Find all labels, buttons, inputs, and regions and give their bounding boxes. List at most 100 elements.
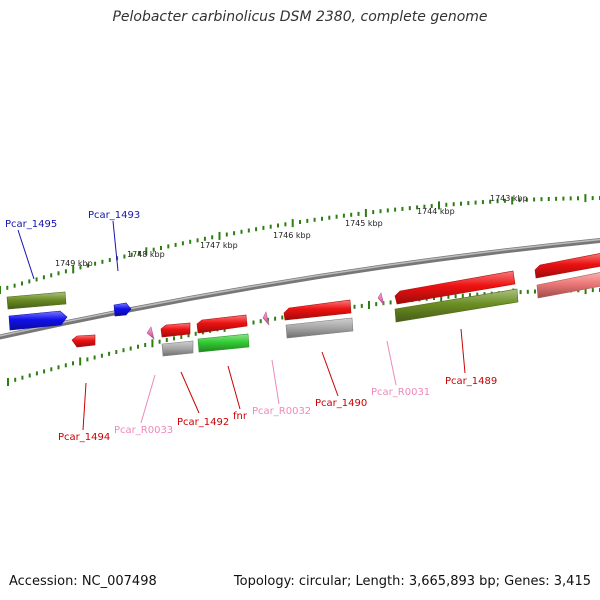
label-leader-line: [112, 220, 119, 272]
label-leader-line: [227, 365, 241, 410]
scale-tick-major: [584, 286, 587, 295]
scale-tick-minor: [160, 246, 162, 250]
gene-pcar-1488[interactable]: [534, 253, 600, 279]
scale-tick-minor: [181, 241, 184, 246]
scale-tick-minor: [328, 215, 331, 220]
scale-tick-minor: [115, 350, 118, 354]
gene-fnr[interactable]: [196, 314, 248, 334]
label-leader-line: [386, 340, 397, 386]
gene-pcar-1495[interactable]: [6, 291, 67, 310]
scale-tick-minor: [14, 377, 17, 382]
scale-tick-minor: [165, 338, 168, 342]
scale-tick-minor: [194, 331, 197, 336]
scale-tick-minor: [467, 201, 470, 206]
genome-summary: Topology: circular; Length: 3,665,893 bp…: [233, 574, 591, 589]
scale-tick-minor: [64, 269, 67, 274]
gene-pcar-1494[interactable]: [71, 334, 96, 348]
scale-tick-minor: [577, 196, 579, 201]
scale-tick-minor: [247, 228, 250, 233]
label-leader-line: [17, 229, 35, 280]
gene-label[interactable]: Pcar_1492: [177, 417, 229, 428]
scale-tick-minor: [28, 279, 31, 284]
scale-tick-minor: [123, 254, 126, 259]
gene-pcar-r0033[interactable]: [146, 326, 155, 340]
scale-tick-minor: [423, 204, 426, 209]
scale-label: 1743 kbp: [490, 194, 528, 203]
gene-pcar-1495[interactable]: [8, 310, 68, 331]
accession-text: Accession: NC_007498: [9, 574, 157, 589]
scale-tick-minor: [299, 220, 301, 224]
scale-tick-minor: [518, 198, 521, 203]
scale-tick-major: [511, 196, 514, 205]
scale-tick-minor: [152, 247, 155, 252]
scale-tick-minor: [408, 206, 411, 211]
scale-tick-major: [364, 209, 367, 217]
scale-tick-minor: [233, 231, 236, 236]
scale-tick-major: [79, 357, 82, 366]
scale-tick-minor: [189, 239, 192, 244]
scale-tick-minor: [64, 363, 67, 368]
scale-tick-minor: [540, 197, 543, 202]
scale-tick-minor: [130, 252, 133, 257]
gene-pcar-1492[interactable]: [160, 322, 191, 338]
scale-tick-minor: [281, 315, 284, 320]
scale-tick-minor: [360, 303, 363, 308]
scale-tick-minor: [21, 375, 24, 380]
scale-tick-minor: [452, 202, 455, 207]
gene-pcar-1490[interactable]: [285, 317, 354, 339]
gene-label[interactable]: Pcar_1489: [445, 376, 497, 387]
gene-label[interactable]: Pcar_R0033: [114, 425, 173, 436]
scale-tick-minor: [108, 258, 111, 262]
scale-tick-major: [218, 231, 221, 240]
gene-fnr[interactable]: [197, 333, 250, 353]
scale-tick-minor: [174, 242, 177, 247]
scale-tick-minor: [277, 223, 279, 228]
gene-pcar-1489[interactable]: [394, 288, 519, 323]
scale-tick-minor: [526, 289, 529, 294]
label-leader-lines: [17, 220, 466, 431]
scale-tick-minor: [335, 214, 338, 219]
gene-pcar-1489[interactable]: [394, 270, 516, 305]
scale-tick-minor: [394, 207, 397, 212]
gene-label[interactable]: Pcar_1494: [58, 432, 110, 443]
scale-tick-minor: [555, 196, 558, 201]
gene-pcar-r0032[interactable]: [262, 311, 270, 326]
scale-tick-minor: [525, 197, 528, 202]
gene-pcar-1492[interactable]: [161, 340, 194, 357]
gene-pcar-r0031[interactable]: [377, 292, 385, 306]
scale-tick-minor: [389, 300, 392, 305]
scale-tick-minor: [469, 293, 471, 298]
scale-tick-minor: [35, 277, 38, 282]
scale-label: 1745 kbp: [345, 219, 383, 228]
scale-tick-minor: [269, 224, 272, 229]
scale-tick-minor: [50, 367, 53, 372]
gene-label[interactable]: Pcar_1493: [88, 210, 140, 221]
scale-tick-minor: [489, 199, 492, 204]
scale-tick-minor: [225, 232, 228, 237]
scale-tick-minor: [240, 229, 243, 234]
label-leader-line: [321, 351, 339, 397]
scale-tick-minor: [386, 208, 389, 213]
gene-pcar-1488[interactable]: [536, 272, 600, 299]
label-leader-line: [82, 382, 87, 431]
gene-label[interactable]: Pcar_1490: [315, 398, 367, 409]
gene-pcar-1490[interactable]: [283, 299, 352, 321]
scale-tick-minor: [42, 275, 45, 280]
scale-tick-major: [72, 265, 75, 274]
gene-label[interactable]: fnr: [233, 411, 248, 422]
scale-tick-minor: [21, 281, 23, 286]
gene-label[interactable]: Pcar_R0032: [252, 406, 311, 417]
scale-label: 1748 kbp: [127, 250, 165, 259]
scale-tick-minor: [255, 227, 258, 232]
scale-tick-minor: [72, 361, 74, 366]
gene-label[interactable]: Pcar_1495: [5, 219, 57, 230]
scale-tick-minor: [496, 199, 499, 204]
genome-backbone: [0, 237, 600, 340]
scale-tick-minor: [196, 238, 199, 243]
scale-tick-minor: [447, 294, 450, 299]
gene-pcar-1493[interactable]: [113, 302, 132, 317]
gene-label[interactable]: Pcar_R0031: [371, 387, 430, 398]
scale-tick-minor: [203, 236, 206, 241]
scale-tick-major: [7, 378, 9, 386]
